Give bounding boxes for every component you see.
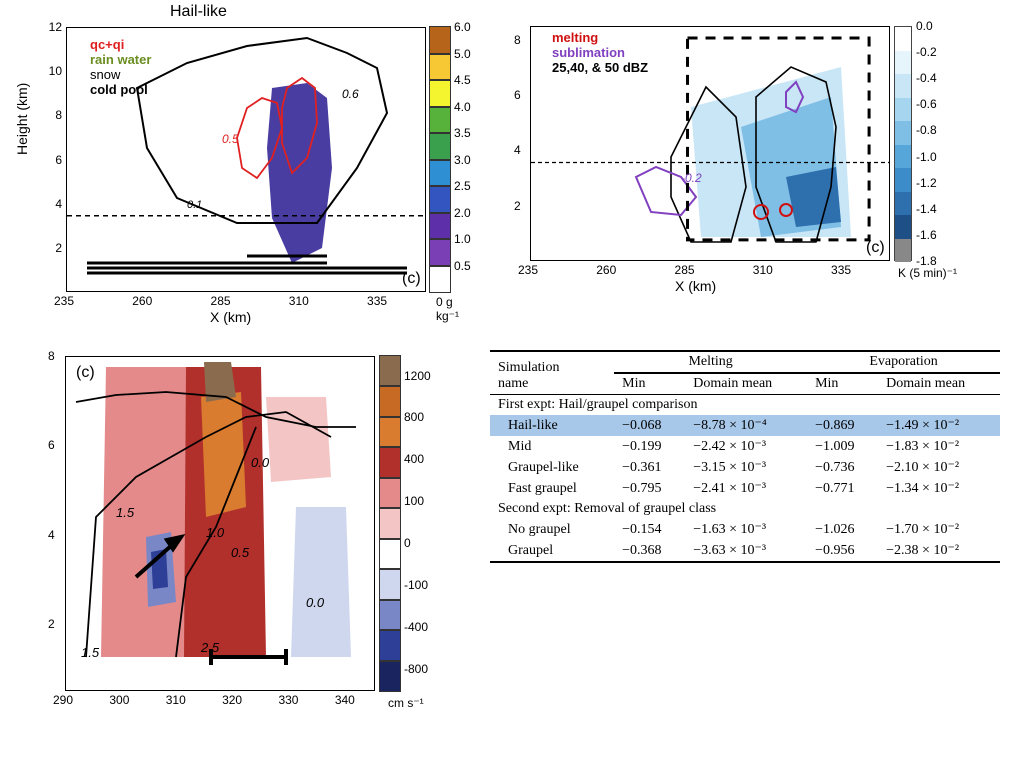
contour-label-01: 0.1: [187, 199, 202, 211]
svg-text:0.0: 0.0: [306, 595, 325, 610]
panel-a: Hail-like 0.5 0.6 0.1 (c) 24681012 23526…: [10, 5, 450, 335]
panel-a-ylabel: Height (km): [14, 83, 30, 155]
panel-c-plot: 1.51.00.50.00.01.52.5 (c): [65, 356, 375, 691]
panel-b: -0.2 (c) 2468 235260285310335 X (km) mel…: [490, 18, 970, 318]
panel-a-title: Hail-like: [170, 3, 227, 21]
panel-b-colorbar-unit: K (5 min)⁻¹: [898, 266, 957, 280]
svg-text:1.5: 1.5: [81, 645, 100, 660]
panel-a-colorbar-unit: 0 g kg⁻¹: [436, 295, 459, 323]
svg-text:1.5: 1.5: [116, 505, 135, 520]
panel-b-xlabel: X (km): [675, 278, 716, 294]
panel-c-colorbar: [380, 356, 400, 691]
svg-text:0.5: 0.5: [231, 545, 250, 560]
contour-label-06: 0.6: [342, 87, 359, 101]
svg-text:0.0: 0.0: [251, 455, 270, 470]
svg-text:1.0: 1.0: [206, 525, 225, 540]
panel-b-colorbar: [894, 26, 912, 261]
panel-b-sub: (c): [866, 239, 885, 256]
panel-a-xlabel: X (km): [210, 309, 251, 325]
results-table: SimulationnameMeltingEvaporationMinDomai…: [490, 350, 1000, 563]
panel-a-colorbar: [430, 27, 450, 292]
panel-c-colorbar-unit: cm s⁻¹: [388, 696, 424, 710]
data-table: SimulationnameMeltingEvaporationMinDomai…: [490, 350, 1000, 563]
svg-text:-0.2: -0.2: [681, 171, 702, 185]
panel-c-sub: (c): [76, 364, 95, 381]
contour-label-05a: 0.5: [222, 132, 239, 146]
panel-a-sub: (c): [402, 270, 421, 287]
panel-c: 1.51.00.50.00.01.52.5 (c) 2468 290300310…: [10, 350, 470, 750]
